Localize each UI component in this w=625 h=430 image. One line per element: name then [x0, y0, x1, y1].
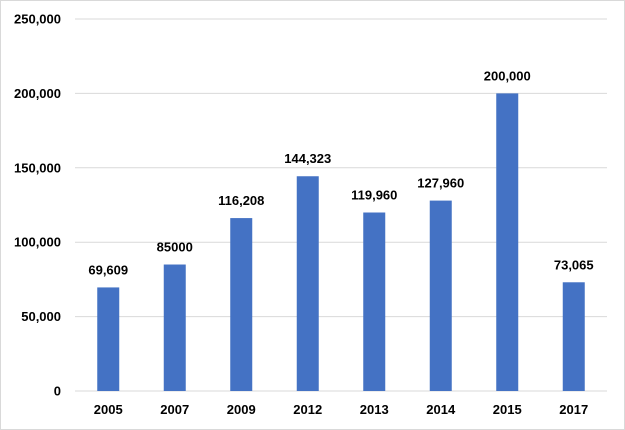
bar — [97, 287, 120, 391]
bar — [230, 218, 253, 391]
y-tick-label: 200,000 — [14, 86, 61, 101]
data-label: 119,960 — [351, 187, 397, 202]
data-label: 200,000 — [484, 68, 531, 83]
x-tick-label: 2012 — [293, 402, 322, 417]
data-label: 85000 — [157, 240, 193, 255]
bar — [562, 282, 585, 391]
x-tick-label: 2009 — [227, 402, 256, 417]
y-tick-label: 50,000 — [21, 309, 61, 324]
data-label: 73,065 — [554, 257, 594, 272]
x-tick-label: 2015 — [493, 402, 522, 417]
data-label: 116,208 — [218, 193, 264, 208]
y-tick-label: 250,000 — [14, 12, 61, 27]
y-tick-label: 0 — [54, 384, 61, 399]
bar — [496, 93, 519, 392]
y-tick-label: 100,000 — [14, 235, 61, 250]
x-tick-label: 2013 — [360, 402, 389, 417]
bar — [163, 264, 186, 391]
x-tick-label: 2007 — [160, 402, 189, 417]
bar — [429, 200, 452, 391]
x-tick-label: 2005 — [94, 402, 123, 417]
data-label: 127,960 — [417, 176, 464, 191]
bar — [363, 212, 386, 391]
data-label: 69,609 — [88, 262, 128, 277]
data-label: 144,323 — [284, 151, 331, 166]
y-tick-label: 150,000 — [14, 160, 61, 175]
x-tick-label: 2017 — [559, 402, 588, 417]
bar — [296, 176, 319, 391]
x-tick-label: 2014 — [426, 402, 456, 417]
